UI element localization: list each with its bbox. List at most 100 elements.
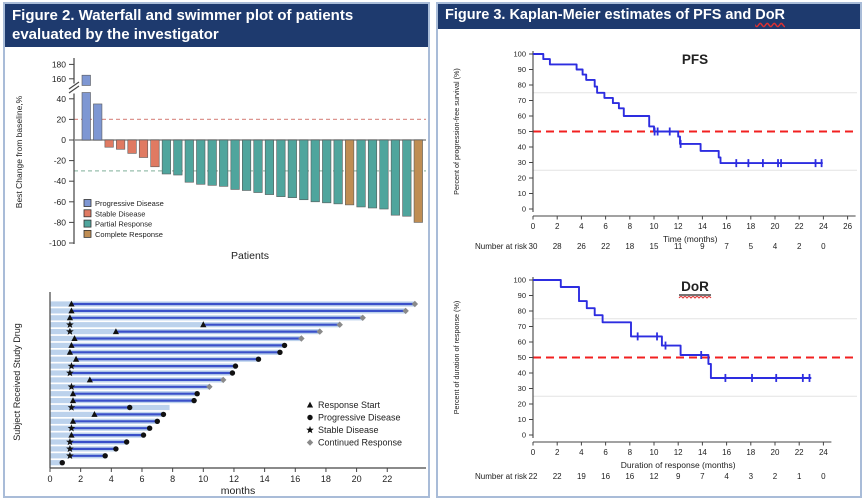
svg-text:12: 12 [229,474,239,484]
svg-text:12: 12 [674,448,683,457]
svg-text:months: months [221,485,255,496]
svg-text:80: 80 [518,307,526,316]
svg-text:10: 10 [518,415,526,424]
svg-text:20: 20 [771,222,780,231]
svg-text:22: 22 [795,222,804,231]
svg-text:60: 60 [518,112,526,121]
svg-text:0: 0 [531,448,536,457]
svg-text:10: 10 [198,474,208,484]
svg-text:18: 18 [321,474,331,484]
svg-text:0: 0 [61,135,66,145]
svg-text:70: 70 [518,322,526,331]
svg-text:22: 22 [529,472,538,481]
svg-text:0: 0 [522,205,526,214]
svg-text:26: 26 [577,242,586,251]
svg-text:18: 18 [625,242,634,251]
svg-text:22: 22 [795,448,804,457]
figure2-panel: Figure 2. Waterfall and swimmer plot of … [3,2,430,498]
svg-text:4: 4 [773,242,778,251]
svg-text:26: 26 [843,222,852,231]
svg-text:12: 12 [650,472,659,481]
svg-text:Progressive Disease: Progressive Disease [318,413,401,423]
svg-text:40: 40 [57,94,67,104]
svg-text:16: 16 [722,448,731,457]
svg-text:9: 9 [676,472,681,481]
svg-text:15: 15 [650,242,659,251]
svg-text:Partial Response: Partial Response [95,220,152,229]
svg-text:40: 40 [518,143,526,152]
svg-text:20: 20 [518,174,526,183]
svg-text:16: 16 [722,222,731,231]
svg-text:Response Start: Response Start [318,400,381,410]
svg-text:Complete Response: Complete Response [95,230,163,239]
svg-text:9: 9 [700,242,705,251]
svg-text:20: 20 [57,114,67,124]
waterfall-chart: 180 160 40 20 0 -20 -40 -60 -80 -100 Progressive D… [14,58,426,262]
svg-text:70: 70 [518,96,526,105]
svg-text:4: 4 [579,448,584,457]
svg-text:4: 4 [109,474,114,484]
svg-text:40: 40 [518,369,526,378]
svg-text:DoR: DoR [681,279,709,294]
svg-text:16: 16 [290,474,300,484]
svg-text:Continued Response: Continued Response [318,438,402,448]
svg-text:30: 30 [518,158,526,167]
svg-text:14: 14 [698,448,707,457]
svg-text:160: 160 [52,74,66,84]
svg-text:22: 22 [382,474,392,484]
svg-text:100: 100 [513,276,526,285]
svg-text:60: 60 [518,338,526,347]
figure2-title-text: Figure 2. Waterfall and swimmer plot of … [12,7,354,44]
swimmer-legend: Response Start Progressive Disease Stable … [306,400,402,448]
svg-text:0: 0 [821,472,826,481]
svg-text:7: 7 [724,242,729,251]
svg-text:Stable Disease: Stable Disease [318,425,379,435]
svg-text:Progressive Disease: Progressive Disease [95,199,164,208]
svg-text:10: 10 [650,448,659,457]
svg-text:4: 4 [724,472,729,481]
figure3-panel: Figure 3. Kaplan-Meier estimates of PFS … [436,2,862,498]
svg-text:1: 1 [797,472,802,481]
svg-text:Subject Received Study Drug: Subject Received Study Drug [12,323,22,441]
svg-text:Stable Disease: Stable Disease [95,209,145,218]
svg-text:180: 180 [52,59,66,69]
svg-text:7: 7 [700,472,705,481]
figure2-title: Figure 2. Waterfall and swimmer plot of … [5,4,428,47]
svg-text:6: 6 [603,448,608,457]
figure3-title: Figure 3. Kaplan-Meier estimates of PFS … [438,4,860,29]
svg-text:10: 10 [650,222,659,231]
svg-text:90: 90 [518,65,526,74]
svg-text:-60: -60 [54,197,67,207]
svg-text:Percent of progression-free su: Percent of progression-free survival (%) [452,68,461,195]
svg-text:3: 3 [749,472,754,481]
svg-text:8: 8 [170,474,175,484]
svg-text:8: 8 [628,448,633,457]
svg-text:-40: -40 [54,176,67,186]
svg-text:28: 28 [553,242,562,251]
svg-text:12: 12 [674,222,683,231]
svg-text:80: 80 [518,81,526,90]
svg-text:24: 24 [819,222,828,231]
svg-text:-100: -100 [49,238,66,248]
svg-text:50: 50 [518,127,526,136]
svg-text:10: 10 [518,189,526,198]
svg-text:4: 4 [579,222,584,231]
svg-text:Time (months): Time (months) [663,234,718,244]
figure3-title-text: Figure 3. Kaplan-Meier estimates of PFS … [445,7,756,23]
svg-text:2: 2 [555,448,560,457]
svg-text:20: 20 [518,400,526,409]
svg-text:30: 30 [518,384,526,393]
svg-text:5: 5 [749,242,754,251]
svg-text:Best Change from baseline,%: Best Change from baseline,% [14,95,24,208]
svg-text:2: 2 [797,242,802,251]
svg-text:0: 0 [821,242,826,251]
svg-text:18: 18 [746,222,755,231]
svg-text:18: 18 [746,448,755,457]
svg-text:14: 14 [260,474,270,484]
swimmer-plot: 0 2 4 6 8 10 12 14 16 18 20 22 months Subject Receive… [12,292,426,496]
svg-text:Number at risk: Number at risk [475,242,528,251]
svg-text:20: 20 [771,448,780,457]
